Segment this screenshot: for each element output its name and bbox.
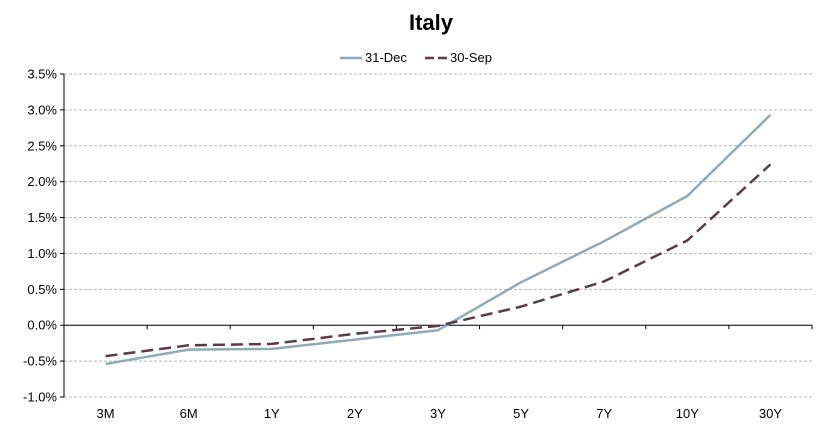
x-tick-label: 10Y bbox=[676, 406, 699, 421]
x-tick-label: 6M bbox=[180, 406, 198, 421]
legend-label: 31-Dec bbox=[365, 50, 407, 65]
x-tick-label: 2Y bbox=[347, 406, 363, 421]
y-tick-label: 0.0% bbox=[27, 318, 57, 333]
y-tick-label: -0.5% bbox=[23, 354, 57, 369]
y-tick-label: -1.0% bbox=[23, 390, 57, 405]
x-tick-label: 5Y bbox=[513, 406, 529, 421]
series-line-30-sep bbox=[105, 163, 772, 358]
legend-label: 30-Sep bbox=[450, 50, 492, 65]
legend: 31-Dec 30-Sep bbox=[340, 50, 492, 65]
y-axis: 3.5% 3.0% 2.5% 2.0% 1.5% 1.0% 0.5% 0.0% -0.5% -1.… bbox=[23, 67, 65, 405]
x-tick-label: 30Y bbox=[759, 406, 782, 421]
y-tick-label: 3.0% bbox=[27, 102, 57, 117]
y-tick-label: 3.5% bbox=[27, 67, 57, 82]
y-tick-label: 1.5% bbox=[27, 210, 57, 225]
y-tick-label: 2.5% bbox=[27, 138, 57, 153]
x-axis: 3M 6M 1Y 2Y 3Y 5Y 7Y 10Y 30Y bbox=[63, 324, 813, 421]
y-tick-label: 1.0% bbox=[27, 246, 57, 261]
x-tick-label: 3M bbox=[97, 406, 115, 421]
series-lines bbox=[105, 114, 772, 366]
y-tick-label: 0.5% bbox=[27, 282, 57, 297]
y-tick-label: 2.0% bbox=[27, 174, 57, 189]
x-tick-label: 1Y bbox=[264, 406, 280, 421]
x-tick-label: 7Y bbox=[596, 406, 612, 421]
gridlines bbox=[64, 73, 812, 398]
chart-title: Italy bbox=[409, 10, 454, 35]
x-tick-label: 3Y bbox=[430, 406, 446, 421]
series-line-31-dec bbox=[105, 114, 772, 366]
